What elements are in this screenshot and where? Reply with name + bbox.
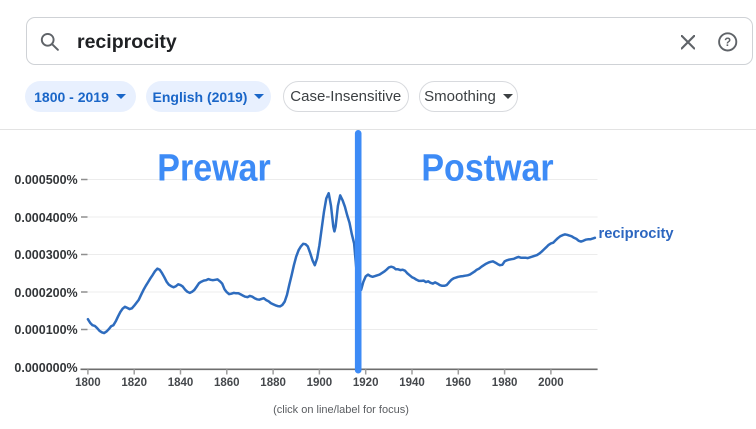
svg-text:?: ? — [724, 37, 731, 49]
